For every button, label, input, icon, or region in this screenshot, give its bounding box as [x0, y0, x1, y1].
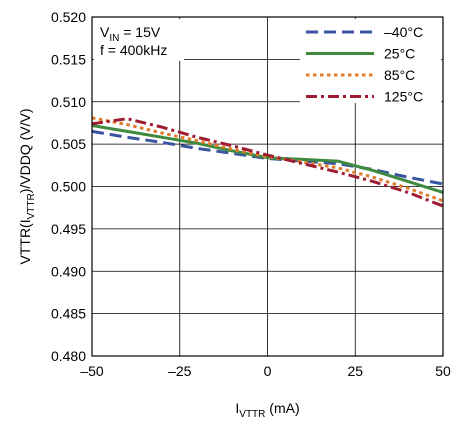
x-tick-labels: –50 –25 0 25 50 — [80, 363, 451, 379]
annotation-vin-main: V — [100, 24, 110, 40]
x-axis-title: IVTTR (mA) — [235, 400, 299, 420]
annotation-frequency: f = 400kHz — [100, 42, 167, 58]
legend-label: 125°C — [384, 89, 423, 105]
y-axis-title: VTTR(IVTTR)/VDDQ (V/V) — [17, 109, 37, 265]
series-line — [91, 129, 444, 186]
x-tick-label: –25 — [168, 363, 192, 379]
y-tick-label: 0.510 — [51, 94, 86, 110]
y-axis-title-prefix: VTTR(I — [17, 219, 33, 264]
annotation-vin: VIN = 15V — [100, 24, 161, 44]
x-tick-label: 25 — [347, 363, 363, 379]
y-tick-label: 0.480 — [51, 348, 86, 364]
annotation-vin-rest: = 15V — [119, 24, 161, 40]
x-tick-label: 0 — [264, 363, 272, 379]
series-group — [91, 116, 444, 208]
legend-label: 85°C — [384, 67, 415, 83]
x-tick-label: –50 — [80, 363, 104, 379]
series-line — [91, 124, 444, 194]
y-tick-label: 0.515 — [51, 51, 86, 67]
x-axis-title-sub: VTTR — [239, 409, 265, 420]
annotation-vin-sub: IN — [109, 33, 119, 44]
x-tick-label: 50 — [435, 363, 451, 379]
y-tick-label: 0.520 — [51, 9, 86, 25]
annotation-background — [94, 19, 184, 61]
x-axis-title-main: I — [235, 400, 239, 416]
legend-label: 25°C — [384, 46, 415, 62]
y-tick-label: 0.485 — [51, 306, 86, 322]
y-axis-title-sub: VTTR — [26, 193, 37, 219]
x-axis-title-unit: (mA) — [265, 400, 299, 416]
legend-label: –40°C — [384, 24, 423, 40]
series-line — [91, 117, 444, 208]
y-tick-label: 0.505 — [51, 136, 86, 152]
plot-frame — [91, 16, 444, 357]
legend: –40°C 25°C 85°C 125°C — [306, 24, 423, 105]
y-tick-label: 0.490 — [51, 263, 86, 279]
y-tick-labels: 0.480 0.485 0.490 0.495 0.500 0.505 0.510 0.515… — [51, 9, 86, 364]
y-tick-label: 0.495 — [51, 221, 86, 237]
y-axis-title-suffix: )/VDDQ (V/V) — [17, 109, 33, 194]
y-tick-label: 0.500 — [51, 179, 86, 195]
